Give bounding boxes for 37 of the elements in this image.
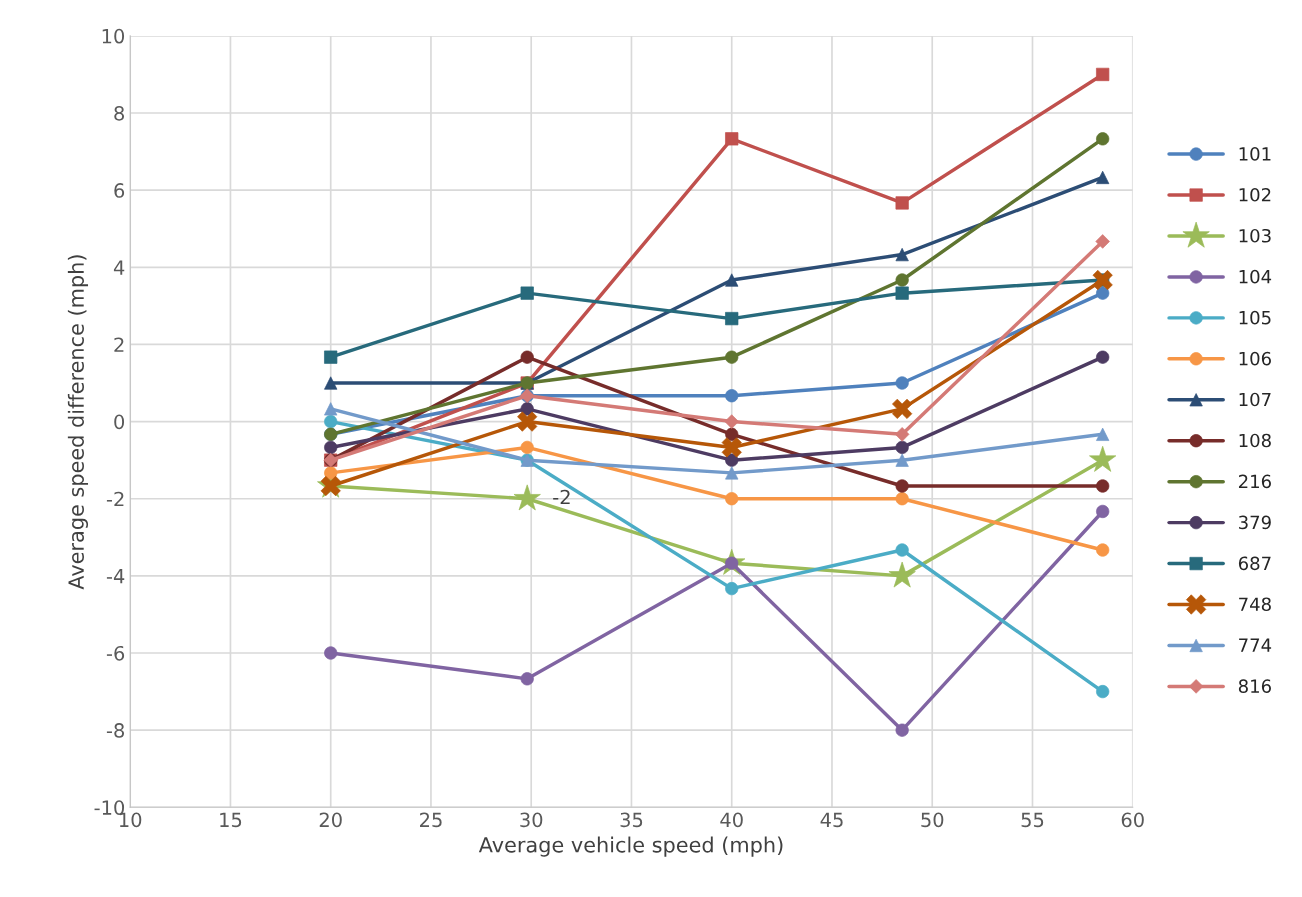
y-tick-label: 2 — [114, 337, 124, 352]
legend-label: 104 — [1239, 269, 1272, 284]
x-tick-label: 15 — [220, 812, 242, 828]
y-tick-label: -2 — [106, 491, 124, 507]
y-tick-label: 10 — [102, 28, 125, 44]
x-tick-label: 50 — [921, 812, 944, 828]
y-tick-label: -4 — [106, 569, 125, 584]
legend-label: 103 — [1239, 228, 1271, 243]
legend-label: 106 — [1239, 351, 1271, 366]
x-tick-label: 55 — [1021, 812, 1044, 828]
y-tick-label: 0 — [114, 414, 125, 430]
x-tick-label: 30 — [520, 812, 543, 828]
y-tick-label: 4 — [113, 260, 125, 275]
x-tick-label: 45 — [820, 812, 843, 828]
y-axis-title: Average speed difference (mph) — [67, 255, 89, 590]
x-tick-label: 25 — [420, 812, 442, 828]
y-tick-label: -8 — [106, 723, 125, 738]
x-tick-label: 60 — [1121, 812, 1144, 828]
x-axis-title: Average vehicle speed (mph) — [478, 836, 783, 857]
x-tick-label: 40 — [720, 812, 743, 828]
legend-label: 816 — [1238, 679, 1271, 693]
x-tick-label: 35 — [620, 812, 643, 828]
legend-label: 107 — [1239, 392, 1271, 407]
legend-label: 774 — [1239, 638, 1272, 652]
y-tick-label: 8 — [114, 105, 125, 121]
legend-label: 105 — [1239, 310, 1271, 325]
legend-label: 102 — [1239, 187, 1271, 202]
legend-label: 101 — [1239, 147, 1271, 161]
y-tick-label: -6 — [106, 645, 125, 661]
legend-label: 216 — [1238, 474, 1271, 489]
legend-label: 108 — [1239, 433, 1271, 448]
x-tick-label: 20 — [319, 812, 342, 828]
annotation: -2 — [553, 489, 570, 505]
legend-label: 748 — [1239, 597, 1271, 612]
legend-label: 687 — [1238, 556, 1271, 571]
legend-label: 379 — [1239, 515, 1271, 530]
y-tick-label: 6 — [114, 183, 125, 198]
